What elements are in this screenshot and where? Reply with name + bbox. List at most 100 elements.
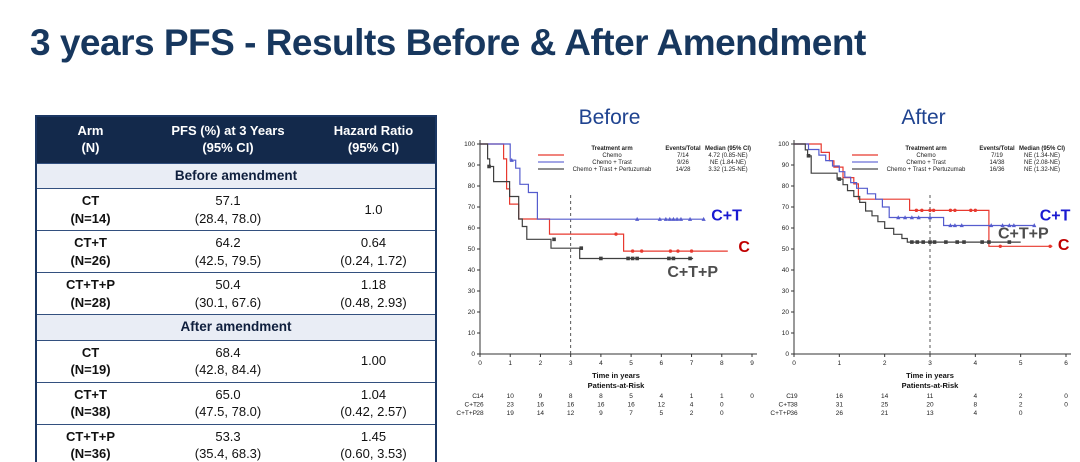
svg-text:14: 14 [881,393,889,400]
svg-text:Patients-at-Risk: Patients-at-Risk [588,381,646,390]
svg-text:19: 19 [507,410,515,417]
svg-text:14/28: 14/28 [675,167,691,173]
svg-text:3: 3 [928,360,932,367]
svg-text:80: 80 [782,183,790,190]
svg-text:90: 90 [782,162,790,169]
results-table-header: Arm (N) PFS (%) at 3 Years (95% CI) Hazard R… [36,116,436,164]
chart-title-before: Before [578,106,641,129]
curve-end-label: C+T [1040,207,1071,224]
svg-text:9: 9 [599,410,603,417]
svg-text:8: 8 [720,360,724,367]
svg-text:12: 12 [567,410,575,417]
svg-text:6: 6 [660,360,664,367]
table-cell: 1.04 (0.42, 2.57) [312,381,436,425]
svg-text:50: 50 [468,246,476,253]
svg-text:9/26: 9/26 [677,160,689,166]
censor-marks [509,157,706,221]
table-cell: CT (N=14) [36,187,144,231]
results-table-body: Before amendment CT (N=14) 57.1 (28.4, 78.0)… [36,162,436,462]
svg-text:20: 20 [926,402,934,409]
svg-text:10: 10 [468,330,476,337]
svg-text:16: 16 [597,402,605,409]
censor-marks [896,215,1037,228]
svg-text:Chemo + Trast + Pertuzumab: Chemo + Trast + Pertuzumab [573,167,652,173]
svg-text:Treatment arm: Treatment arm [905,146,946,152]
svg-text:21: 21 [881,410,889,417]
svg-text:20: 20 [782,309,790,316]
svg-text:26: 26 [476,402,484,409]
svg-text:2: 2 [690,410,694,417]
table-cell: 1.18 (0.48, 2.93) [312,272,436,315]
svg-text:Median (95% CI): Median (95% CI) [705,146,751,152]
table-cell: CT+T (N=38) [36,381,144,425]
table-row: CT+T+P (N=36) 53.3 (35.4, 68.3) 1.45 (0.60, 3… [36,423,436,462]
svg-text:10: 10 [782,330,790,337]
svg-text:1: 1 [508,360,512,367]
svg-text:11: 11 [927,393,934,400]
svg-text:70: 70 [468,204,476,211]
svg-text:14: 14 [537,410,545,417]
svg-text:80: 80 [468,183,476,190]
svg-text:7: 7 [629,410,633,417]
svg-text:Median (95% CI): Median (95% CI) [1019,146,1065,152]
svg-text:3.32 (1.25-NE): 3.32 (1.25-NE) [708,167,747,173]
svg-text:38: 38 [790,402,798,409]
svg-text:30: 30 [782,288,790,295]
km-curve-chemo-trast [480,143,704,220]
x-axis: 0 1 2 3 4 5 6 [792,353,1071,367]
svg-text:7: 7 [690,360,694,367]
svg-text:0: 0 [1019,410,1023,417]
svg-text:NE (1.34-NE): NE (1.34-NE) [1024,153,1060,159]
km-curve-chemo-trast-pertuzumab [794,143,1021,243]
km-chart-before: Before 0 10 20 30 40 50 60 70 80 90 100 0 1 2 3 4 5 6 7 8 9 C… [452,106,767,432]
censor-marks [487,164,692,261]
svg-text:Events/Total: Events/Total [979,146,1015,152]
table-row: CT+T+P (N=28) 50.4 (30.1, 67.6) 1.18 (0.48, 2… [36,272,436,315]
table-cell: 53.3 (35.4, 68.3) [144,423,312,462]
svg-text:4: 4 [690,402,694,409]
table-cell: 64.2 (42.5, 79.5) [144,230,312,273]
svg-text:5: 5 [629,360,633,367]
table-header-cell: PFS (%) at 3 Years (95% CI) [144,116,312,164]
svg-text:Chemo: Chemo [602,153,622,159]
svg-text:0: 0 [785,351,789,358]
svg-text:60: 60 [782,225,790,232]
svg-text:0: 0 [1064,393,1068,400]
curve-end-label: C+T [711,207,742,224]
svg-text:9: 9 [539,393,543,400]
curve-end-label: C [738,239,750,256]
svg-text:40: 40 [468,267,476,274]
svg-text:NE (1.84-NE): NE (1.84-NE) [710,160,746,166]
table-cell: CT+T+P (N=28) [36,272,144,315]
chart-title-after: After [901,106,946,129]
svg-text:NE (2.08-NE): NE (2.08-NE) [1024,160,1060,166]
svg-text:30: 30 [468,288,476,295]
svg-text:60: 60 [468,225,476,232]
svg-text:0: 0 [478,360,482,367]
svg-text:0: 0 [720,410,724,417]
risk-row-label: C+T [465,402,477,409]
svg-text:20: 20 [468,309,476,316]
table-cell: 50.4 (30.1, 67.6) [144,272,312,315]
svg-text:7/14: 7/14 [677,153,689,159]
svg-text:4: 4 [599,360,603,367]
svg-text:Patients-at-Risk: Patients-at-Risk [902,381,960,390]
svg-text:6: 6 [1064,360,1068,367]
svg-text:5: 5 [660,410,664,417]
legend: Treatment arm Events/Total Median (95% CI)… [852,146,1065,173]
km-chart-after: After 0 10 20 30 40 50 60 70 80 90 100 0 1 2 3 4 5 6 C+T C+… [766,106,1080,432]
table-cell: CT+T+P (N=36) [36,423,144,462]
y-axis: 0 10 20 30 40 50 60 70 80 90 100 [464,140,481,358]
risk-row-label: C+T [779,402,791,409]
svg-text:26: 26 [836,410,844,417]
svg-text:4: 4 [974,360,978,367]
table-cell: 1.00 [312,339,436,383]
table-row: CT+T (N=26) 64.2 (42.5, 79.5) 0.64 (0.24, 1.7… [36,230,436,273]
km-curve-chemo-trast-pertuzumab [480,143,694,260]
svg-text:3: 3 [569,360,573,367]
svg-text:70: 70 [782,204,790,211]
